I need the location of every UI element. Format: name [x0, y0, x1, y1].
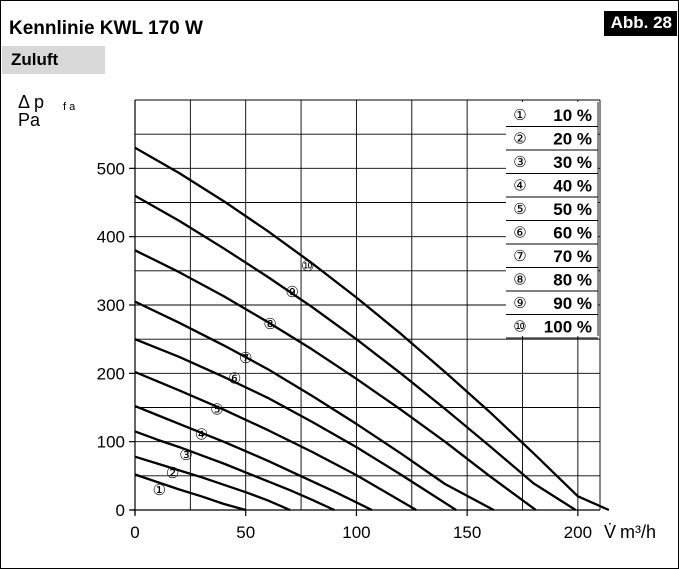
curve-10: [134, 146, 610, 512]
legend-marker-1: ①: [513, 107, 526, 124]
subtitle-bar: Zuluft: [2, 46, 105, 74]
curve-marker-6: ⑥: [228, 371, 241, 388]
legend-label-7: 70 %: [553, 247, 592, 266]
tick-labels: 0 100 200 300 400 500 0 50 100 150 200: [97, 159, 592, 542]
y-tick-label: 300: [97, 296, 125, 315]
curve-6: [134, 338, 457, 511]
figure-number-badge: Abb. 28: [603, 11, 677, 36]
legend-marker-8: ⑧: [513, 272, 526, 289]
legend-label-10: 100 %: [544, 318, 592, 337]
y-tick-label: 500: [97, 159, 125, 178]
x-tick-label: 150: [453, 523, 481, 542]
legend-label-2: 20 %: [553, 130, 592, 149]
curves: [134, 146, 610, 512]
x-axis-symbol: V̇: [604, 522, 616, 542]
y-axis-unit: Pa: [18, 110, 41, 130]
legend-label-8: 80 %: [553, 271, 592, 290]
legend-marker-10: ⑩: [513, 319, 526, 336]
legend-marker-7: ⑦: [513, 248, 526, 265]
curve-marker-9: ⑨: [285, 284, 298, 301]
x-tick-label: 200: [564, 523, 592, 542]
y-tick-label: 100: [97, 433, 125, 452]
y-tick-label: 400: [97, 228, 125, 247]
legend: ① 10 % ② 20 % ③ 30 % ④ 40 % ⑤ 50 % ⑥ 60 % ⑦ 70 % ⑧ 80 %…: [506, 102, 599, 339]
legend-label-5: 50 %: [553, 200, 592, 219]
curve-3: [134, 430, 335, 512]
curve-2: [134, 455, 291, 512]
curve-marker-10: ⑩: [301, 258, 314, 275]
y-tick-label: 200: [97, 364, 125, 383]
chart-subtitle: Zuluft: [11, 50, 59, 69]
curve-5: [134, 370, 417, 511]
y-tick-label: 0: [116, 501, 125, 520]
legend-marker-4: ④: [513, 178, 526, 195]
legend-background: [506, 102, 598, 336]
curve-7: [134, 300, 495, 512]
legend-label-4: 40 %: [553, 177, 592, 196]
axes: [131, 100, 600, 514]
x-tick-label: 100: [342, 523, 370, 542]
y-axis-symbol: Δ p: [18, 92, 44, 112]
legend-label-1: 10 %: [553, 106, 592, 125]
curve-1: [134, 473, 247, 512]
legend-marker-5: ⑤: [513, 201, 526, 218]
x-axis-unit: m³/h: [620, 522, 656, 542]
legend-label-6: 60 %: [553, 224, 592, 243]
curve-marker-7: ⑦: [239, 350, 252, 367]
curve-9: [134, 194, 577, 511]
x-tick-label: 0: [130, 523, 139, 542]
x-tick-label: 50: [236, 523, 255, 542]
legend-label-9: 90 %: [553, 294, 592, 313]
legend-label-3: 30 %: [553, 153, 592, 172]
curve-marker-4: ④: [195, 427, 208, 444]
curve-marker-1: ①: [153, 482, 166, 499]
curve-marker-8: ⑧: [263, 316, 276, 333]
curve-8: [134, 249, 537, 511]
curve-4: [134, 405, 373, 512]
legend-marker-3: ③: [513, 154, 526, 171]
curve-marker-3: ③: [179, 447, 192, 464]
y-axis-subscript: f a: [63, 101, 76, 113]
legend-marker-2: ②: [513, 131, 526, 148]
axis-labels: Δ p f a Pa V̇ m³/h: [18, 92, 656, 542]
legend-marker-6: ⑥: [513, 225, 526, 242]
legend-marker-9: ⑨: [513, 295, 526, 312]
curve-marker-5: ⑤: [210, 401, 223, 418]
chart-title: Kennlinie KWL 170 W: [9, 18, 203, 39]
curve-marker-2: ②: [166, 465, 179, 482]
